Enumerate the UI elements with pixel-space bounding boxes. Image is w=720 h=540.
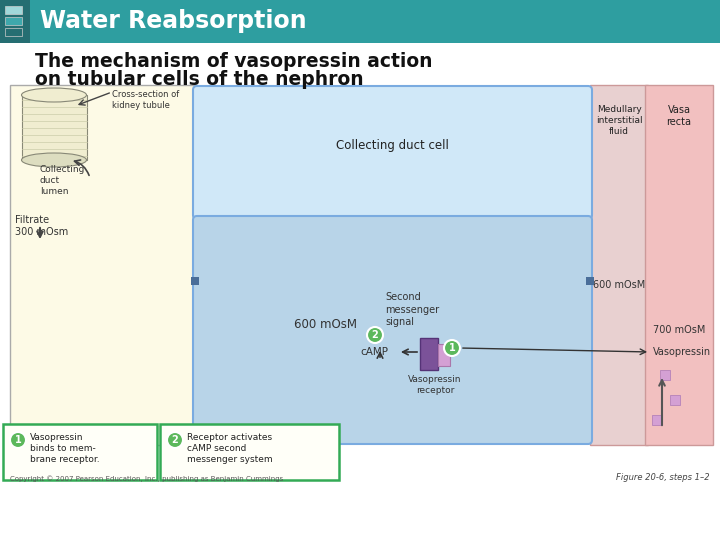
Text: 600 mOsM: 600 mOsM bbox=[593, 280, 645, 290]
FancyBboxPatch shape bbox=[193, 216, 592, 444]
Text: 2: 2 bbox=[372, 330, 379, 340]
Bar bbox=[420, 338, 438, 370]
Text: on tubular cells of the nephron: on tubular cells of the nephron bbox=[35, 70, 364, 89]
Circle shape bbox=[10, 432, 26, 448]
FancyBboxPatch shape bbox=[3, 424, 157, 480]
Text: Vasa
recta: Vasa recta bbox=[667, 105, 691, 127]
Text: Medullary
interstitial
fluid: Medullary interstitial fluid bbox=[595, 105, 642, 136]
Text: Collecting duct cell: Collecting duct cell bbox=[336, 138, 449, 152]
Text: 1: 1 bbox=[14, 435, 22, 445]
Text: Cross-section of
kidney tubule: Cross-section of kidney tubule bbox=[112, 90, 179, 110]
FancyBboxPatch shape bbox=[193, 86, 592, 219]
Bar bbox=[438, 344, 450, 366]
Text: cAMP: cAMP bbox=[360, 347, 388, 357]
Text: Vasopressin
binds to mem-
brane receptor.: Vasopressin binds to mem- brane receptor… bbox=[30, 433, 99, 464]
Text: Water Reabsorption: Water Reabsorption bbox=[40, 9, 307, 33]
Ellipse shape bbox=[22, 153, 86, 167]
Text: 600 mOsM: 600 mOsM bbox=[294, 319, 356, 332]
Text: Second
messenger
signal: Second messenger signal bbox=[385, 292, 439, 327]
Bar bbox=[5, 28, 22, 36]
Text: 1: 1 bbox=[449, 343, 455, 353]
Text: Collecting
duct
lumen: Collecting duct lumen bbox=[40, 165, 86, 196]
Bar bbox=[22, 95, 87, 160]
Bar bbox=[5, 17, 22, 25]
Circle shape bbox=[367, 327, 383, 343]
Text: Vasopressin: Vasopressin bbox=[653, 347, 711, 357]
Bar bbox=[191, 277, 199, 285]
Bar bbox=[10, 85, 195, 445]
Text: 700 mOsM: 700 mOsM bbox=[653, 325, 705, 335]
Text: The mechanism of vasopressin action: The mechanism of vasopressin action bbox=[35, 52, 433, 71]
FancyBboxPatch shape bbox=[160, 424, 339, 480]
Text: 2: 2 bbox=[171, 435, 179, 445]
Circle shape bbox=[167, 432, 183, 448]
Circle shape bbox=[444, 340, 460, 356]
Bar bbox=[0, 0, 720, 43]
Bar bbox=[652, 415, 662, 425]
Ellipse shape bbox=[22, 88, 86, 102]
Bar bbox=[670, 395, 680, 405]
Text: Receptor activates
cAMP second
messenger system: Receptor activates cAMP second messenger… bbox=[187, 433, 273, 464]
Bar bbox=[590, 85, 648, 445]
Text: Copyright © 2007 Pearson Education, Inc., publishing as Benjamin Cummings: Copyright © 2007 Pearson Education, Inc.… bbox=[10, 475, 283, 482]
Bar bbox=[0, 0, 30, 43]
Text: Filtrate
300 mOsm: Filtrate 300 mOsm bbox=[15, 215, 68, 238]
Text: Vasopressin
receptor: Vasopressin receptor bbox=[408, 375, 462, 395]
Bar bbox=[660, 370, 670, 380]
Bar bbox=[645, 85, 713, 445]
Bar bbox=[5, 6, 22, 14]
Bar bbox=[586, 277, 594, 285]
Text: Figure 20-6, steps 1–2: Figure 20-6, steps 1–2 bbox=[616, 473, 710, 482]
